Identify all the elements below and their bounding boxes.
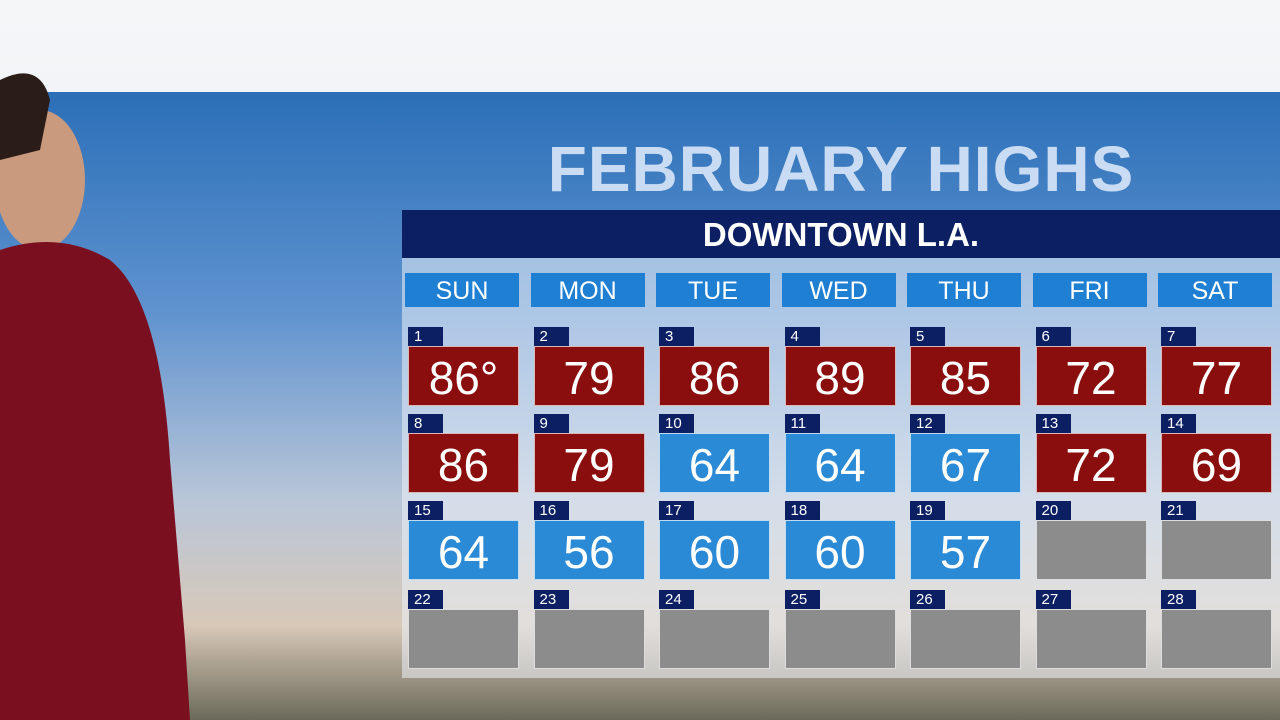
temperature-cell bbox=[1035, 520, 1147, 580]
temperature-cell: 86 bbox=[408, 433, 519, 493]
temperature-cell bbox=[1161, 609, 1272, 669]
temperature-cell: 85 bbox=[910, 346, 1021, 406]
date-tab: 21 bbox=[1161, 501, 1196, 520]
date-tab: 6 bbox=[1035, 327, 1071, 346]
temperature-cell: 79 bbox=[533, 433, 645, 493]
weekday-header: THU bbox=[907, 273, 1021, 307]
date-tab: 24 bbox=[659, 590, 694, 609]
date-tab: 1 bbox=[408, 327, 443, 346]
date-tab: 7 bbox=[1161, 327, 1196, 346]
temperature-cell: 72 bbox=[1035, 433, 1147, 493]
date-tab: 19 bbox=[910, 501, 945, 520]
temperature-cell bbox=[910, 609, 1021, 669]
temperature-cell bbox=[408, 609, 519, 669]
temperature-cell: 86 bbox=[659, 346, 770, 406]
date-tab: 20 bbox=[1035, 501, 1071, 520]
date-tab: 10 bbox=[659, 414, 694, 433]
temperature-cell bbox=[784, 609, 896, 669]
date-tab: 26 bbox=[910, 590, 945, 609]
date-tab: 11 bbox=[784, 414, 820, 433]
date-tab: 22 bbox=[408, 590, 443, 609]
date-tab: 12 bbox=[910, 414, 945, 433]
temperature-cell: 77 bbox=[1161, 346, 1272, 406]
temperature-cell: 89 bbox=[784, 346, 896, 406]
date-tab: 17 bbox=[659, 501, 694, 520]
subtitle-banner: DOWNTOWN L.A. bbox=[402, 210, 1280, 258]
date-tab: 8 bbox=[408, 414, 443, 433]
temperature-cell: 72 bbox=[1035, 346, 1147, 406]
weekday-header: WED bbox=[781, 273, 896, 307]
date-tab: 27 bbox=[1035, 590, 1071, 609]
date-tab: 15 bbox=[408, 501, 443, 520]
weekday-header: TUE bbox=[656, 273, 770, 307]
temperature-cell bbox=[533, 609, 645, 669]
temperature-cell: 60 bbox=[784, 520, 896, 580]
presenter bbox=[0, 73, 190, 720]
date-tab: 14 bbox=[1161, 414, 1196, 433]
date-tab: 28 bbox=[1161, 590, 1196, 609]
date-tab: 4 bbox=[784, 327, 820, 346]
temperature-cell: 79 bbox=[533, 346, 645, 406]
temperature-cell: 86° bbox=[408, 346, 519, 406]
date-tab: 9 bbox=[533, 414, 569, 433]
temperature-cell: 64 bbox=[408, 520, 519, 580]
date-tab: 5 bbox=[910, 327, 945, 346]
temperature-cell: 60 bbox=[659, 520, 770, 580]
weekday-header: MON bbox=[530, 273, 645, 307]
weekday-header: SAT bbox=[1158, 273, 1272, 307]
temperature-cell: 57 bbox=[910, 520, 1021, 580]
date-tab: 25 bbox=[784, 590, 820, 609]
weekday-header: SUN bbox=[405, 273, 519, 307]
weekday-header: FRI bbox=[1032, 273, 1147, 307]
temperature-cell bbox=[1161, 520, 1272, 580]
temperature-cell: 64 bbox=[784, 433, 896, 493]
temperature-cell: 69 bbox=[1161, 433, 1272, 493]
date-tab: 16 bbox=[533, 501, 569, 520]
temperature-cell bbox=[659, 609, 770, 669]
temperature-cell bbox=[1035, 609, 1147, 669]
title: FEBRUARY HIGHS bbox=[547, 133, 1135, 205]
date-tab: 13 bbox=[1035, 414, 1071, 433]
temperature-cell: 56 bbox=[533, 520, 645, 580]
temperature-cell: 67 bbox=[910, 433, 1021, 493]
date-tab: 23 bbox=[533, 590, 569, 609]
date-tab: 2 bbox=[533, 327, 569, 346]
temperature-cell: 64 bbox=[659, 433, 770, 493]
date-tab: 18 bbox=[784, 501, 820, 520]
date-tab: 3 bbox=[659, 327, 694, 346]
